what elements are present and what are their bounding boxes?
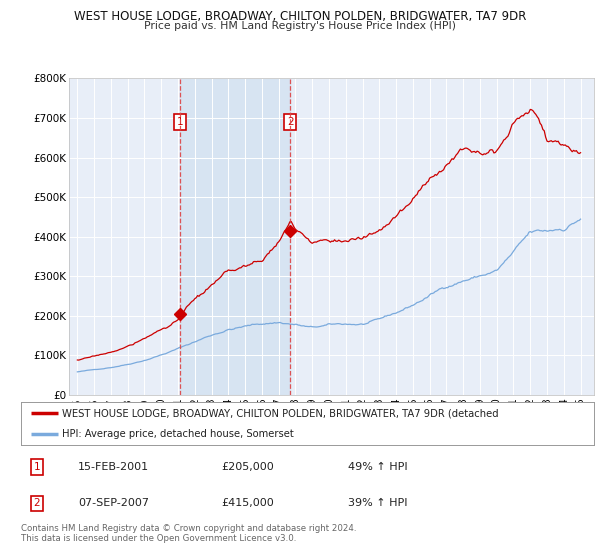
Text: 1: 1 <box>177 117 184 127</box>
Bar <box>180 78 290 395</box>
Text: 07-SEP-2007: 07-SEP-2007 <box>79 498 149 508</box>
Text: 39% ↑ HPI: 39% ↑ HPI <box>347 498 407 508</box>
Text: 15-FEB-2001: 15-FEB-2001 <box>79 462 149 472</box>
Text: WEST HOUSE LODGE, BROADWAY, CHILTON POLDEN, BRIDGWATER, TA7 9DR: WEST HOUSE LODGE, BROADWAY, CHILTON POLD… <box>74 10 526 23</box>
Text: 2: 2 <box>287 117 293 127</box>
Text: HPI: Average price, detached house, Somerset: HPI: Average price, detached house, Some… <box>62 430 294 439</box>
Text: WEST HOUSE LODGE, BROADWAY, CHILTON POLDEN, BRIDGWATER, TA7 9DR (detached: WEST HOUSE LODGE, BROADWAY, CHILTON POLD… <box>62 408 499 418</box>
Text: Contains HM Land Registry data © Crown copyright and database right 2024.
This d: Contains HM Land Registry data © Crown c… <box>21 524 356 543</box>
Text: 1: 1 <box>34 462 40 472</box>
Text: Price paid vs. HM Land Registry's House Price Index (HPI): Price paid vs. HM Land Registry's House … <box>144 21 456 31</box>
Text: 2: 2 <box>34 498 40 508</box>
Text: £415,000: £415,000 <box>221 498 274 508</box>
Text: 49% ↑ HPI: 49% ↑ HPI <box>347 462 407 472</box>
Text: £205,000: £205,000 <box>221 462 274 472</box>
